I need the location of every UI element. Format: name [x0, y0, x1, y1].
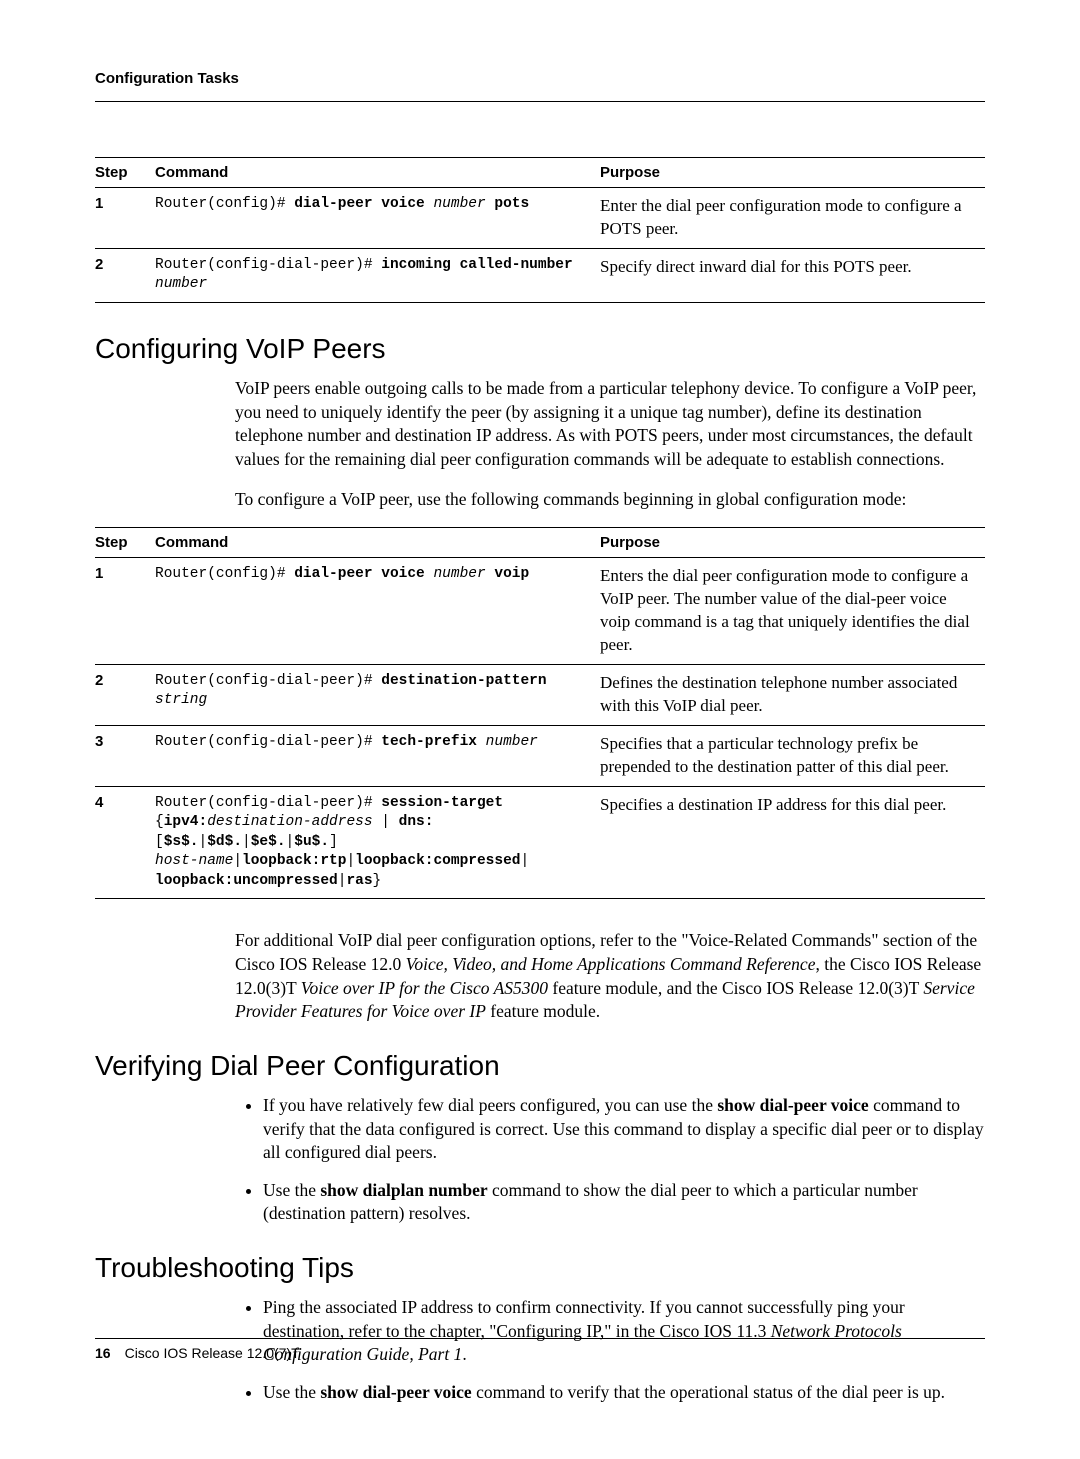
col-step: Step: [95, 528, 155, 558]
step-cell: 2: [95, 248, 155, 302]
section-verify-title: Verifying Dial Peer Configuration: [95, 1050, 985, 1082]
footer-doc-title: Cisco IOS Release 12.0(7)T: [125, 1345, 300, 1361]
purpose-cell: Defines the destination telephone number…: [600, 664, 985, 725]
col-step: Step: [95, 158, 155, 188]
step-cell: 4: [95, 786, 155, 899]
command-cell: Router(config-dial-peer)# session-target…: [155, 786, 600, 899]
section-trouble-title: Troubleshooting Tips: [95, 1252, 985, 1284]
step-cell: 1: [95, 188, 155, 249]
purpose-cell: Specifies a destination IP address for t…: [600, 786, 985, 899]
footer-rule: [95, 1338, 985, 1339]
purpose-cell: Specify direct inward dial for this POTS…: [600, 248, 985, 302]
table-row: 2Router(config-dial-peer)# destination-p…: [95, 664, 985, 725]
col-purpose: Purpose: [600, 528, 985, 558]
table2-body: 1Router(config)# dial-peer voice number …: [95, 558, 985, 899]
verify-bullets: If you have relatively few dial peers co…: [235, 1094, 985, 1226]
command-cell: Router(config-dial-peer)# incoming calle…: [155, 248, 600, 302]
step-cell: 3: [95, 725, 155, 786]
step-cell: 1: [95, 558, 155, 665]
footer-text: 16 Cisco IOS Release 12.0(7)T: [95, 1345, 985, 1361]
list-item: Use the show dialplan number command to …: [263, 1179, 985, 1226]
table-row: 1Router(config)# dial-peer voice number …: [95, 558, 985, 665]
pots-config-table: Step Command Purpose 1Router(config)# di…: [95, 157, 985, 303]
page-number: 16: [95, 1345, 111, 1361]
running-header: Configuration Tasks: [95, 70, 985, 87]
list-item: Use the show dial-peer voice command to …: [263, 1381, 985, 1405]
purpose-cell: Specifies that a particular technology p…: [600, 725, 985, 786]
col-command: Command: [155, 158, 600, 188]
step-cell: 2: [95, 664, 155, 725]
command-cell: Router(config)# dial-peer voice number p…: [155, 188, 600, 249]
table-row: 1Router(config)# dial-peer voice number …: [95, 188, 985, 249]
table1-body: 1Router(config)# dial-peer voice number …: [95, 188, 985, 303]
purpose-cell: Enter the dial peer configuration mode t…: [600, 188, 985, 249]
command-cell: Router(config-dial-peer)# tech-prefix nu…: [155, 725, 600, 786]
table-row: 4Router(config-dial-peer)# session-targe…: [95, 786, 985, 899]
table-row: 2Router(config-dial-peer)# incoming call…: [95, 248, 985, 302]
purpose-cell: Enters the dial peer configuration mode …: [600, 558, 985, 665]
section-voip-title: Configuring VoIP Peers: [95, 333, 985, 365]
list-item: If you have relatively few dial peers co…: [263, 1094, 985, 1165]
document-page: Configuration Tasks Step Command Purpose…: [0, 0, 1080, 1459]
command-cell: Router(config)# dial-peer voice number v…: [155, 558, 600, 665]
header-rule: [95, 101, 985, 102]
voip-para1: VoIP peers enable outgoing calls to be m…: [235, 377, 985, 472]
page-footer: 16 Cisco IOS Release 12.0(7)T: [95, 1338, 985, 1361]
table-row: 3Router(config-dial-peer)# tech-prefix n…: [95, 725, 985, 786]
voip-followup-para: For additional VoIP dial peer configurat…: [235, 929, 985, 1024]
voip-para2: To configure a VoIP peer, use the follow…: [235, 488, 985, 512]
command-cell: Router(config-dial-peer)# destination-pa…: [155, 664, 600, 725]
col-command: Command: [155, 528, 600, 558]
col-purpose: Purpose: [600, 158, 985, 188]
voip-config-table: Step Command Purpose 1Router(config)# di…: [95, 527, 985, 899]
